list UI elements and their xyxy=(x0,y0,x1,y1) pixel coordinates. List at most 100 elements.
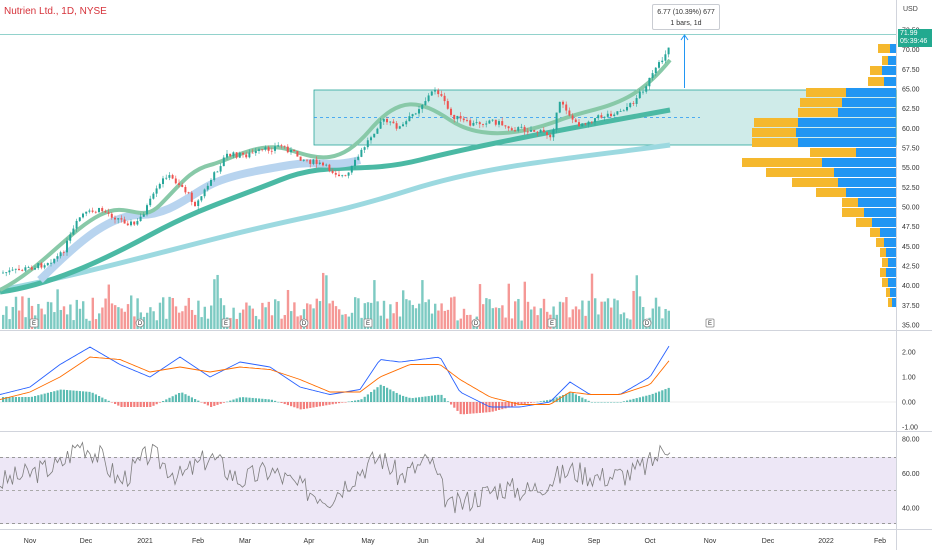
volume-bar xyxy=(40,308,43,329)
macd-histogram-bar xyxy=(66,390,69,402)
volume-profile-down-row xyxy=(842,198,858,207)
candle-body xyxy=(334,172,337,175)
macd-histogram-bar xyxy=(226,401,229,403)
earnings-marker[interactable]: E xyxy=(29,318,39,328)
macd-axis: 2.00 1.00 0.00 -1.00 xyxy=(902,350,918,432)
time-tick-label: Dec xyxy=(80,538,93,545)
volume-bar xyxy=(98,313,101,329)
candle-body xyxy=(341,175,344,177)
candle-body xyxy=(117,218,120,220)
rsi-pane[interactable] xyxy=(0,441,671,514)
volume-profile-down-row xyxy=(842,208,864,217)
measure-arrow-head xyxy=(680,34,689,41)
time-axis[interactable]: Nov Dec 2021 Feb Mar Apr May Jun Jul Aug Sep Oct Nov… xyxy=(24,538,886,545)
volume-bar xyxy=(328,303,331,329)
macd-histogram-bar xyxy=(254,398,257,402)
volume-bar xyxy=(456,320,459,329)
volume-bar xyxy=(85,318,88,329)
volume-bar xyxy=(366,302,370,329)
candle-body xyxy=(142,214,145,217)
macd-histogram-bar xyxy=(53,391,56,402)
macd-histogram-bar xyxy=(421,396,424,402)
candle-body xyxy=(69,234,72,241)
time-tick-label: Apr xyxy=(304,538,316,545)
candle-body xyxy=(232,152,235,157)
dividend-marker[interactable]: D xyxy=(135,318,145,328)
volume-bar xyxy=(642,307,645,329)
marker-shape xyxy=(221,318,231,328)
dividend-marker[interactable]: D xyxy=(299,318,309,328)
macd-histogram-bar xyxy=(475,402,478,414)
macd-histogram-bar xyxy=(40,394,43,402)
macd-histogram-bar xyxy=(376,387,379,402)
dividend-marker[interactable]: D xyxy=(471,318,481,328)
time-tick-label: Mar xyxy=(239,538,252,545)
macd-histogram-bar xyxy=(117,402,120,406)
symbol-title[interactable]: Nutrien Ltd., 1D, NYSE xyxy=(4,6,107,17)
volume-profile-down-row xyxy=(882,278,888,287)
volume-profile-up-row xyxy=(890,44,896,53)
candle-body xyxy=(318,162,321,164)
candle-body xyxy=(299,156,302,161)
macd-histogram-bar xyxy=(469,402,472,414)
volume-bar xyxy=(30,305,34,329)
volume-bar xyxy=(43,314,46,329)
dividend-marker[interactable]: D xyxy=(642,318,652,328)
macd-histogram-bar xyxy=(152,402,155,406)
volume-profile-up-row xyxy=(872,218,896,227)
volume-profile-up-row xyxy=(888,56,896,65)
macd-histogram-bar xyxy=(251,397,254,402)
candle-body xyxy=(261,149,264,151)
candle-body xyxy=(629,103,632,108)
macd-histogram-bar xyxy=(14,397,17,402)
volume-profile-down-row xyxy=(742,158,822,167)
macd-histogram-bar xyxy=(126,402,129,407)
volume-bar xyxy=(168,296,171,329)
candle-body xyxy=(75,220,78,229)
candle-body xyxy=(114,217,116,220)
volume-profile-up-row xyxy=(856,148,896,157)
candle-body xyxy=(184,186,187,193)
macd-histogram-bar xyxy=(514,402,517,406)
volume-bar xyxy=(2,314,5,329)
earnings-marker[interactable]: E xyxy=(363,318,373,328)
volume-bar xyxy=(555,314,558,329)
macd-histogram-bar xyxy=(101,397,104,402)
volume-bar xyxy=(200,317,203,329)
volume-bar xyxy=(75,299,78,329)
volume-bars xyxy=(2,272,670,329)
volume-profile-up-row xyxy=(884,77,896,86)
volume-bar xyxy=(66,314,69,329)
volume-profile-down-row xyxy=(752,138,798,147)
volume-bar xyxy=(56,289,59,329)
candle-body xyxy=(53,258,56,263)
volume-bar xyxy=(274,299,277,329)
candlesticks[interactable] xyxy=(2,47,670,277)
candle-body xyxy=(485,123,488,125)
volume-profile-up-row xyxy=(890,288,896,297)
candle-body xyxy=(248,152,251,158)
earnings-marker[interactable]: E xyxy=(705,318,715,328)
macd-histogram-bar xyxy=(242,397,245,402)
macd-pane[interactable] xyxy=(0,345,896,415)
earnings-marker[interactable]: E xyxy=(221,318,231,328)
candle-body xyxy=(619,111,622,112)
macd-histogram-bar xyxy=(552,398,555,402)
macd-histogram-bar xyxy=(597,402,600,403)
earnings-marker[interactable]: E xyxy=(547,318,557,328)
volume-bar xyxy=(277,301,280,329)
macd-histogram-bar xyxy=(642,396,645,402)
price-axis[interactable]: 72.5070.0067.5065.0062.5060.0057.5055.00… xyxy=(902,28,920,330)
macd-histogram-bar xyxy=(50,392,53,402)
candle-body xyxy=(453,114,456,120)
candle-body xyxy=(270,150,273,152)
volume-profile-down-row xyxy=(754,118,798,127)
macd-histogram-bar xyxy=(603,402,606,403)
candle-body xyxy=(651,73,654,78)
macd-histogram-bar xyxy=(306,402,309,409)
volume-profile-up-row xyxy=(888,258,896,267)
macd-histogram-bar xyxy=(133,402,136,407)
volume-bar xyxy=(286,289,290,329)
